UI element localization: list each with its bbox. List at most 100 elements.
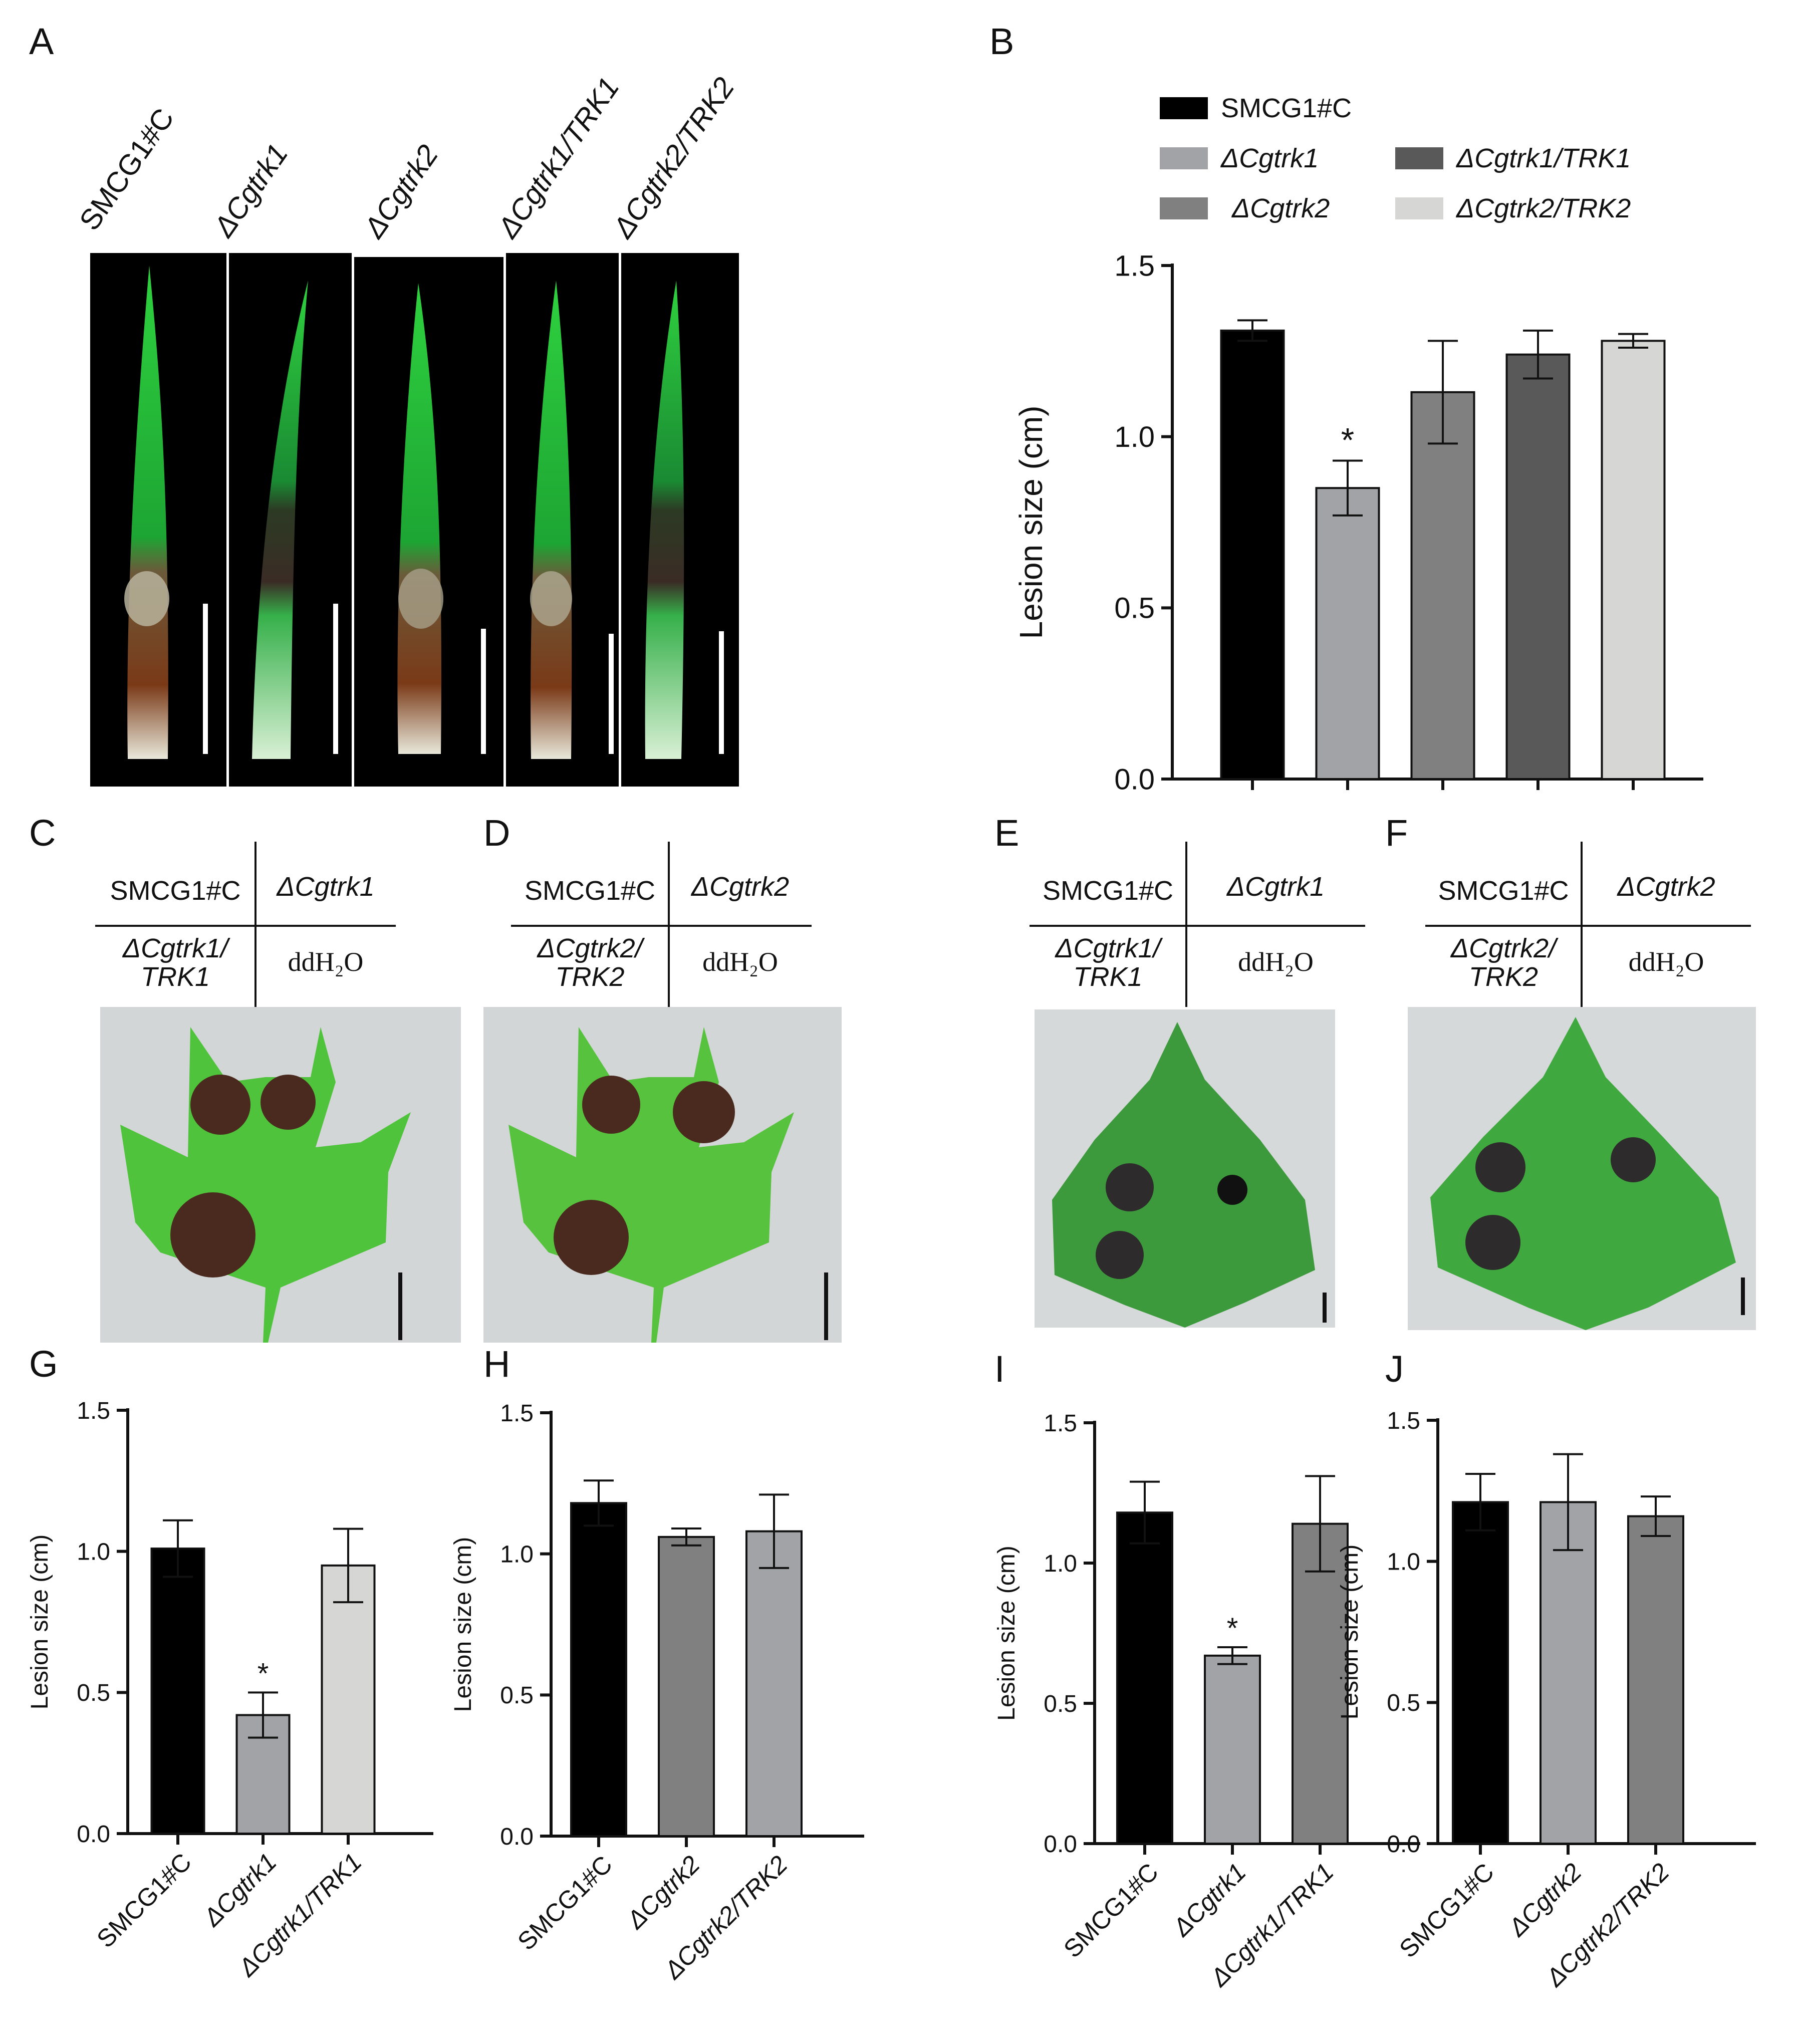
y-axis-label: Lesion size (cm) <box>1337 1545 1363 1719</box>
leaf-photo-f <box>1408 1007 1756 1330</box>
lesion <box>554 1200 629 1275</box>
y-tick-label: 1.0 <box>1044 1551 1077 1577</box>
bar <box>1540 1501 1597 1845</box>
grid-label-complemented: ΔCgtrk1/TRK1 <box>1055 933 1161 992</box>
x-tick-label: ΔCgtrk1 <box>198 1848 282 1932</box>
lesion <box>1096 1231 1144 1279</box>
y-axis-label: Lesion size (cm) <box>450 1537 476 1712</box>
scale-bar <box>719 631 724 754</box>
legend-label: SMCG1#C <box>1221 93 1352 123</box>
y-tick-label: 0.0 <box>1114 763 1155 796</box>
strain-label: ΔCgtrk1/TRK1 <box>491 71 626 244</box>
y-tick-label: 0.0 <box>1044 1831 1077 1858</box>
grid-label-wild-type: SMCG1#C <box>1042 876 1174 906</box>
chart-b: 0.0 0.5 1.0 1.5 Lesion size (cm) * <box>1013 249 1703 796</box>
bar <box>1204 1654 1261 1845</box>
legend-item: ΔCgtrk1 <box>1160 143 1319 174</box>
significance-marker: * <box>1227 1612 1238 1645</box>
chart-i: 0.0 0.5 1.0 1.5 Lesion size (cm) SMCG1#C * ΔCgt… <box>993 1410 1420 1992</box>
panel-label-a: A <box>29 21 54 62</box>
legend-swatch <box>1395 147 1443 169</box>
strain-label: ΔCgtrk2/TRK2 <box>606 71 741 244</box>
legend-label: ΔCgtrk1 <box>1221 143 1319 173</box>
x-tick-label: SMCG1#C <box>1058 1858 1164 1963</box>
chart-g: 0.0 0.5 1.0 1.5 Lesion size (cm) SMCG1#C * ΔCgt… <box>27 1398 433 1982</box>
legend-label: ΔCgtrk2 <box>1232 193 1330 223</box>
x-tick-label: SMCG1#C <box>91 1848 197 1953</box>
y-tick-label: 1.0 <box>1387 1549 1420 1575</box>
legend-label: ΔCgtrk1/TRK1 <box>1456 143 1631 173</box>
y-axis-label: Lesion size (cm) <box>27 1535 53 1709</box>
grid-label-wild-type: SMCG1#C <box>110 876 241 906</box>
legend-item: ΔCgtrk2/TRK2 <box>1395 193 1631 224</box>
y-tick-label: 1.0 <box>500 1541 534 1568</box>
bar <box>1116 1511 1173 1845</box>
scale-bar <box>609 634 614 754</box>
y-tick-label: 0.5 <box>1114 592 1155 625</box>
pine-needle <box>127 266 168 759</box>
grid-label-complemented: ΔCgtrk2/TRK2 <box>1450 933 1557 992</box>
y-tick-label: 1.0 <box>1114 421 1155 453</box>
legend-swatch <box>1160 97 1208 119</box>
legend-item: SMCG1#C <box>1160 93 1352 124</box>
panel-label-h: H <box>483 1343 510 1385</box>
inoculation-grid-e: SMCG1#C ΔCgtrk1 ΔCgtrk1/TRK1 ddH₂O <box>1030 842 1365 1007</box>
grid-label-complemented: ΔCgtrk1/TRK1 <box>122 933 228 992</box>
lesion <box>124 571 169 626</box>
scale-bar <box>824 1272 828 1340</box>
legend-label: ΔCgtrk2/TRK2 <box>1456 193 1631 223</box>
pine-needle <box>397 283 441 754</box>
panel-label-i: I <box>994 1348 1005 1390</box>
grid-label-water: ddH₂O <box>288 947 364 977</box>
y-tick-label: 1.5 <box>1387 1408 1420 1434</box>
y-tick-label: 1.5 <box>500 1400 534 1427</box>
bar <box>1627 1515 1684 1845</box>
lesion <box>1611 1137 1656 1182</box>
bar <box>150 1548 205 1835</box>
grid-label-water: ddH₂O <box>1628 947 1704 977</box>
bar <box>745 1530 803 1838</box>
significance-marker: * <box>258 1657 269 1690</box>
y-tick-label: 0.5 <box>1387 1690 1420 1716</box>
y-tick-label: 0.5 <box>77 1680 110 1706</box>
strain-label: SMCG1#C <box>73 102 181 236</box>
strain-label: ΔCgtrk1 <box>207 138 295 243</box>
panel-label-d: D <box>483 812 510 854</box>
y-tick-label: 0.0 <box>500 1824 534 1850</box>
bar <box>321 1564 376 1835</box>
panel-label-b: B <box>989 21 1014 62</box>
grid-label-mutant: ΔCgtrk2 <box>691 872 790 902</box>
leaf-photo-c <box>100 1007 461 1343</box>
scale-bar <box>333 604 338 754</box>
bar <box>570 1502 627 1837</box>
scale-bar <box>1323 1293 1327 1323</box>
legend-swatch <box>1395 197 1443 219</box>
panel-label-f: F <box>1385 812 1408 854</box>
x-tick-label: ΔCgtrk2 <box>1503 1858 1587 1942</box>
leaf-photo-e <box>1035 1009 1335 1328</box>
strain-label: ΔCgtrk2 <box>357 139 445 244</box>
lesion <box>190 1075 250 1135</box>
bar <box>1601 340 1666 781</box>
bar <box>658 1536 715 1838</box>
panel-label-c: C <box>29 812 56 854</box>
scale-bar <box>1741 1278 1745 1315</box>
panel-label-j: J <box>1385 1348 1404 1390</box>
pine-needle-photo-panel <box>90 253 739 787</box>
lesion <box>398 569 443 629</box>
y-tick-label: 0.0 <box>1387 1831 1420 1858</box>
pine-needle <box>645 281 684 759</box>
lesion <box>1217 1175 1247 1205</box>
scale-bar <box>203 604 208 754</box>
lesion <box>673 1081 735 1143</box>
chart-h: 0.0 0.5 1.0 1.5 Lesion size (cm) SMCG1#C ΔCgtr… <box>450 1400 864 1985</box>
bar <box>1315 487 1380 780</box>
pine-needle <box>252 281 308 759</box>
y-tick-label: 1.0 <box>77 1539 110 1565</box>
lesion <box>261 1075 316 1130</box>
panel-label-e: E <box>994 812 1019 854</box>
legend-swatch <box>1160 197 1208 219</box>
bar <box>1505 353 1571 780</box>
x-tick-label: SMCG1#C <box>512 1850 618 1956</box>
y-tick-label: 1.5 <box>77 1398 110 1424</box>
